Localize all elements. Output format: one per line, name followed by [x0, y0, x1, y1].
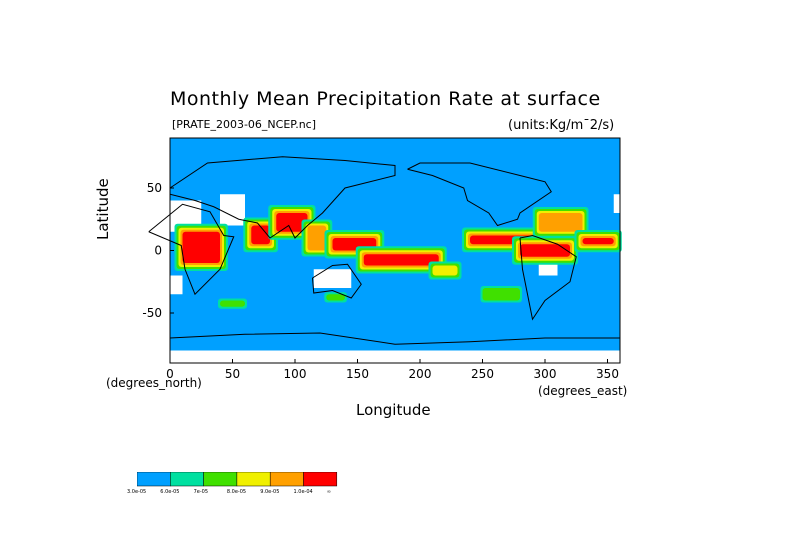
precip-cell	[582, 238, 614, 245]
colorbar-label: 6.0e-05	[160, 489, 180, 495]
precip-regions	[174, 205, 622, 309]
precip-cell	[326, 294, 345, 301]
colorbar-label: 9.0e-05	[260, 489, 280, 495]
land-patch	[170, 350, 620, 363]
x-tick-label: 350	[596, 367, 619, 381]
x-tick-label: 50	[225, 367, 240, 381]
precip-cell	[520, 244, 570, 257]
land-patch	[313, 269, 352, 288]
colorbar-label: ∞	[326, 489, 331, 495]
units-label: (units:Kg/m¯2/s)	[508, 118, 615, 133]
y-axis-unit: (degrees_north)	[106, 376, 202, 390]
axis-ticks: 0 50 100 150 200 250 300 350 50 0 -50	[142, 181, 619, 381]
colorbar-swatch	[170, 472, 204, 487]
precip-cell	[182, 231, 220, 263]
colorbar	[137, 472, 338, 487]
x-tick-label: 150	[346, 367, 369, 381]
colorbar-label: 3.0e-05	[127, 489, 147, 495]
x-tick-label: 250	[471, 367, 494, 381]
coastline	[407, 162, 552, 227]
coastlines	[148, 156, 620, 345]
coastline	[148, 203, 235, 296]
x-axis-unit: (degrees_east)	[538, 384, 628, 398]
colorbar-swatch	[236, 472, 271, 487]
land-patch	[613, 194, 620, 213]
x-tick-label: 0	[166, 367, 174, 381]
precip-cell	[276, 213, 308, 232]
colorbar-swatch	[303, 472, 338, 487]
y-tick-label: 50	[147, 181, 162, 195]
x-tick-label: 100	[284, 367, 307, 381]
colorbar-swatch	[137, 472, 171, 487]
x-tick-label: 300	[534, 367, 557, 381]
colorbar-label: 1.0e-04	[293, 489, 313, 495]
coastline	[312, 263, 362, 299]
precip-cell	[538, 213, 583, 232]
precip-cell	[220, 300, 245, 307]
precip-cell	[363, 254, 439, 266]
colorbar-label: 8.0e-05	[226, 489, 247, 495]
coastline	[519, 234, 577, 321]
y-tick-label: -50	[142, 306, 162, 320]
colorbar-label: 7e-05	[193, 489, 209, 495]
chart-subtitle: [PRATE_2003-06_NCEP.nc]	[172, 118, 317, 131]
precip-cell	[251, 225, 270, 245]
coastline	[169, 332, 620, 345]
chart-title: Monthly Mean Precipitation Rate at surfa…	[170, 88, 601, 110]
x-tick-label: 200	[409, 367, 432, 381]
land-patch	[170, 275, 183, 295]
colorbar-swatch	[269, 472, 304, 487]
colorbar-swatch	[203, 472, 238, 487]
y-tick-label: 0	[154, 244, 162, 258]
coastline	[169, 156, 396, 239]
precip-cell	[432, 265, 458, 276]
precip-cell	[482, 288, 520, 301]
x-axis-title: Longitude	[356, 401, 431, 419]
land-patch	[220, 194, 245, 226]
precip-cell	[307, 225, 327, 251]
